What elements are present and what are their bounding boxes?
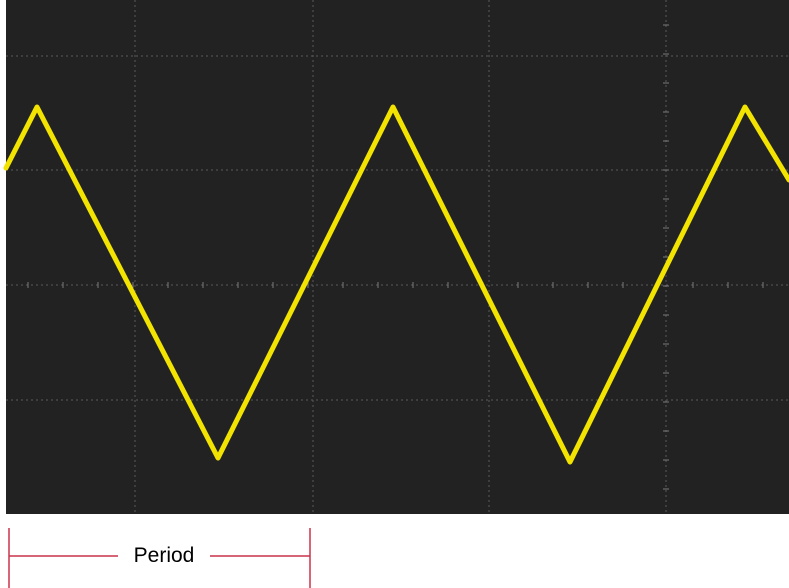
graticule-ticks: [27, 24, 764, 490]
scope-screen: [6, 0, 789, 514]
period-label: Period: [120, 544, 208, 568]
period-annotation: [8, 528, 311, 588]
triangle-wave-trace: [3, 104, 789, 465]
